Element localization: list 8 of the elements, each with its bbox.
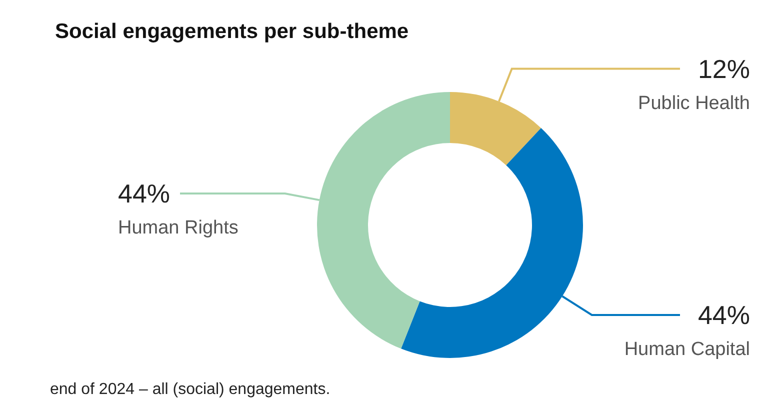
slice-label: Human Capital [624, 339, 750, 360]
chart-title: Social engagements per sub-theme [55, 20, 409, 43]
text: end of 2024 – all (social) engagements. [50, 381, 330, 398]
slice-label: Public Health [638, 92, 750, 114]
data-label: 44% [118, 178, 170, 209]
data-label: 12% [698, 54, 750, 84]
data-label: 44% [698, 300, 750, 330]
slice-label: Human Rights [118, 218, 238, 239]
